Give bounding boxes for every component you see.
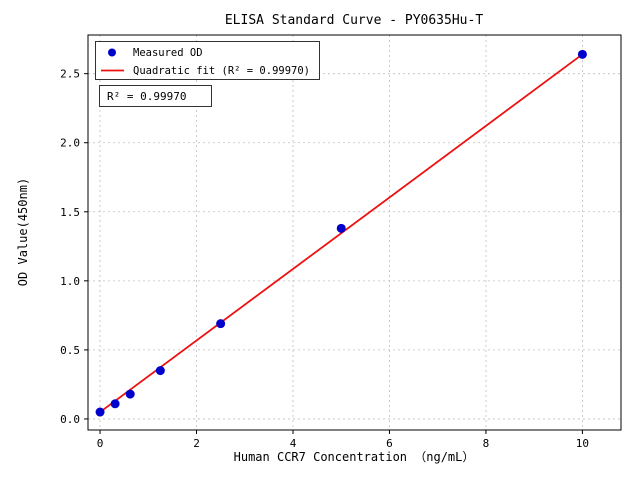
legend: Measured OD Quadratic fit (R² = 0.99970) [95, 41, 320, 80]
quadratic-fit-line [99, 53, 583, 413]
x-tick-label: 6 [386, 437, 393, 450]
r-squared-text: R² = 0.99970 [107, 90, 186, 103]
data-point [577, 49, 587, 59]
plot-border [87, 34, 622, 431]
legend-measured-od-marker-icon [108, 48, 116, 57]
legend-box [95, 41, 320, 80]
x-tick-label: 4 [290, 437, 297, 450]
x-tick-label: 2 [193, 437, 200, 450]
y-tick-label: 2.0 [60, 137, 80, 150]
x-tick-label: 10 [576, 437, 589, 450]
axes: 0 2 4 6 8 10 0.0 0.5 1.0 1.5 2.0 2.5 [60, 34, 622, 450]
x-tick-label: 0 [97, 437, 104, 450]
r-squared-annotation: R² = 0.99970 [99, 85, 212, 107]
legend-item-measured-od: Measured OD [133, 47, 203, 59]
data-point [216, 319, 226, 329]
legend-item-quadratic-fit: Quadratic fit (R² = 0.99970) [133, 65, 310, 77]
x-axis-label: Human CCR7 Concentration （ng/mL） [234, 450, 475, 464]
data-point [336, 223, 346, 233]
r-squared-box [99, 85, 212, 107]
chart-title: ELISA Standard Curve - PY0635Hu-T [225, 13, 483, 28]
data-point [110, 399, 120, 409]
data-point [125, 389, 135, 399]
x-tick-label: 8 [483, 437, 490, 450]
data-series [95, 49, 587, 417]
y-tick-label: 0.5 [60, 344, 80, 357]
y-tick-label: 0.0 [60, 413, 80, 426]
y-tick-label: 1.0 [60, 275, 80, 288]
data-point [155, 366, 165, 376]
y-tick-label: 2.5 [60, 68, 80, 81]
y-axis-label: OD Value(450nm) [16, 178, 30, 286]
data-point [95, 407, 105, 417]
y-tick-label: 1.5 [60, 206, 80, 219]
